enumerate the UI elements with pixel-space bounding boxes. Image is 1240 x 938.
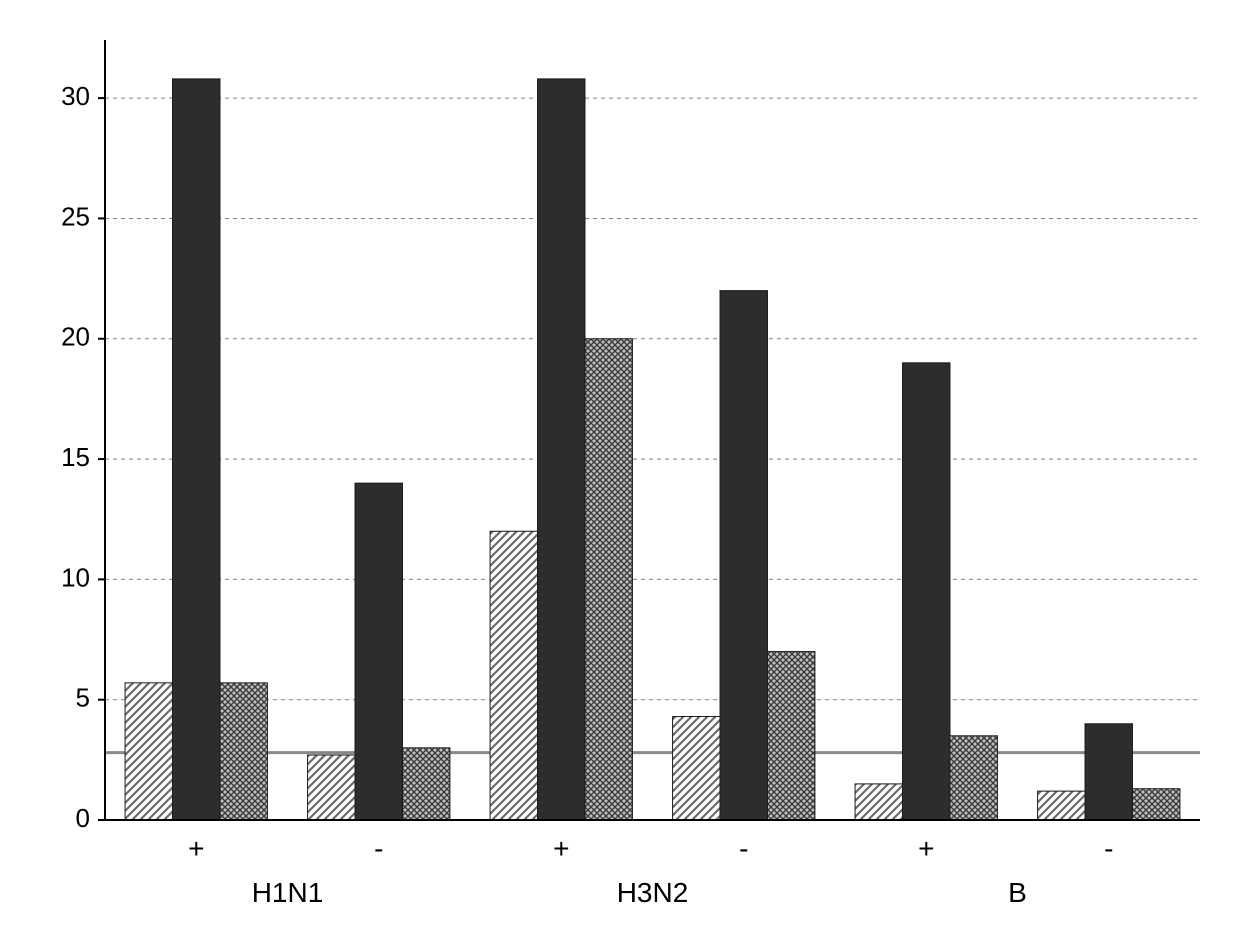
y-tick-label: 5 bbox=[76, 683, 90, 713]
grid-layer bbox=[105, 98, 1200, 700]
bar bbox=[1085, 724, 1132, 820]
bar bbox=[720, 291, 767, 820]
y-tick-label: 25 bbox=[61, 201, 90, 231]
bar bbox=[538, 79, 585, 820]
chart-svg: 0 5 10 15 20 25 30 + - H1N1 + - H3N2 + - B bbox=[0, 0, 1240, 938]
bar bbox=[490, 531, 537, 820]
subgroup-label: - bbox=[1104, 833, 1113, 864]
bar bbox=[173, 79, 220, 820]
group-label: H1N1 bbox=[252, 877, 324, 908]
bar bbox=[585, 339, 632, 820]
bar bbox=[402, 748, 449, 820]
subgroup-label: + bbox=[188, 833, 204, 864]
bar bbox=[220, 683, 267, 820]
x-ticks-layer: + - H1N1 + - H3N2 + - B bbox=[188, 833, 1113, 908]
bar-chart: 0 5 10 15 20 25 30 + - H1N1 + - H3N2 + - B bbox=[0, 0, 1240, 938]
axes-layer bbox=[105, 40, 1200, 820]
subgroup-label: - bbox=[739, 833, 748, 864]
bar bbox=[855, 784, 902, 820]
bar bbox=[903, 363, 950, 820]
subgroup-label: - bbox=[374, 833, 383, 864]
y-ticks-layer: 0 5 10 15 20 25 30 bbox=[61, 81, 105, 833]
bar bbox=[673, 717, 720, 820]
y-tick-label: 30 bbox=[61, 81, 90, 111]
bar bbox=[125, 683, 172, 820]
bar bbox=[950, 736, 997, 820]
group-label: B bbox=[1008, 877, 1027, 908]
y-tick-label: 15 bbox=[61, 442, 90, 472]
y-tick-label: 20 bbox=[61, 322, 90, 352]
bar bbox=[1038, 791, 1085, 820]
subgroup-label: + bbox=[918, 833, 934, 864]
bar bbox=[355, 483, 402, 820]
bars-layer bbox=[125, 79, 1180, 820]
group-label: H3N2 bbox=[617, 877, 689, 908]
subgroup-label: + bbox=[553, 833, 569, 864]
y-tick-label: 0 bbox=[76, 803, 90, 833]
bar bbox=[308, 755, 355, 820]
bar bbox=[767, 652, 814, 820]
bar bbox=[1132, 789, 1179, 820]
y-tick-label: 10 bbox=[61, 562, 90, 592]
